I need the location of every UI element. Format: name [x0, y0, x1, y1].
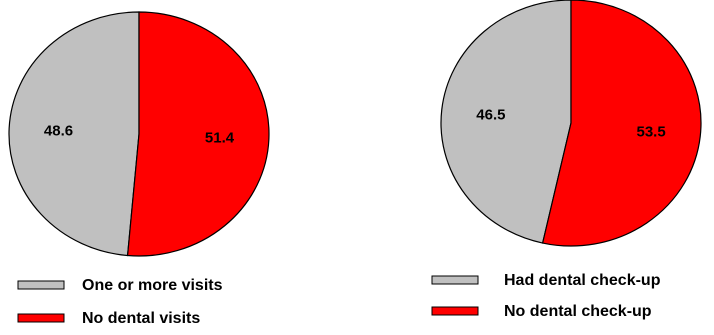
legend-label-one-or-more-visits: One or more visits — [82, 277, 223, 294]
legend-label-no-dental-visits: No dental visits — [82, 310, 200, 327]
pie-data-label: 46.5 — [476, 107, 505, 124]
pie-slice-one-or-more-visits — [8, 11, 140, 257]
legend-label-no-dental-check-up: No dental check-up — [504, 303, 652, 320]
pie-slice-had-dental-check-up — [440, 0, 572, 244]
legend-label-had-dental-check-up: Had dental check-up — [504, 272, 661, 289]
pie-data-label: 53.5 — [636, 123, 665, 140]
legend-swatch-no-dental-check-up — [431, 306, 479, 316]
pie-data-label: 51.4 — [205, 129, 235, 146]
pie-chart-dental-visits: 48.6 51.4 One or more visits No dental visi… — [8, 11, 270, 327]
pie-data-label: 48.6 — [44, 123, 73, 140]
pie-slice-no-dental-check-up — [541, 0, 702, 247]
legend-swatch-had-dental-check-up — [431, 275, 479, 285]
pie-chart-dental-checkup: 46.5 53.5 Had dental check-up No dental che… — [431, 0, 702, 320]
legend-swatch-one-or-more-visits — [17, 280, 65, 290]
legend-swatch-no-dental-visits — [17, 313, 65, 323]
pie-slice-no-dental-visits — [126, 11, 270, 257]
